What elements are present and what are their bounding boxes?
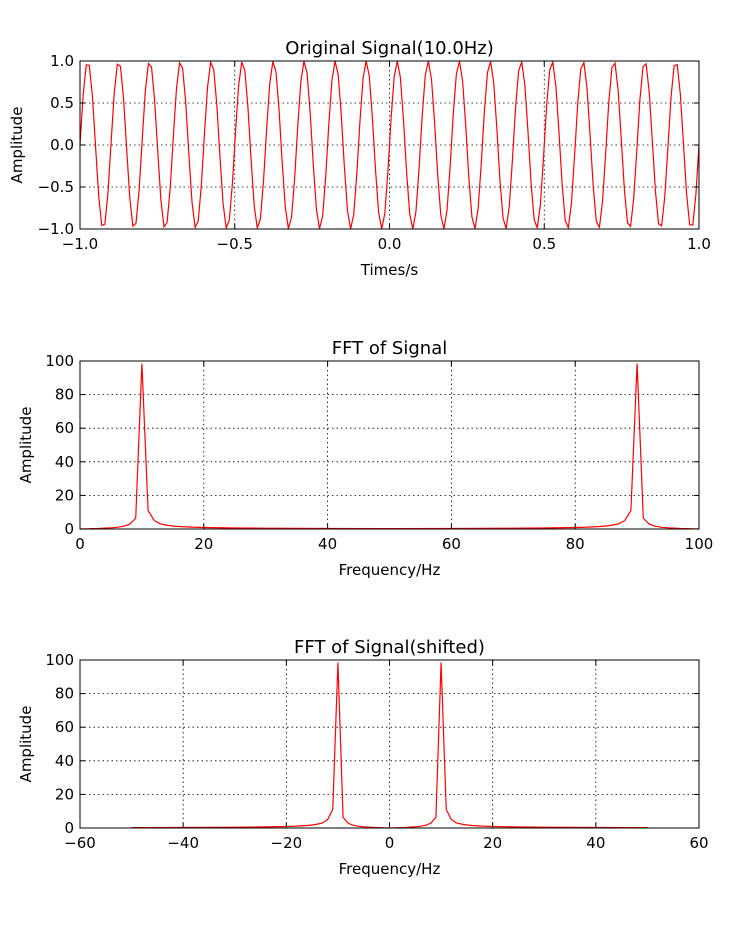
y-axis-label-original: Amplitude: [8, 107, 26, 184]
grid-original: [80, 61, 699, 229]
x-tick-label: 60: [442, 535, 461, 553]
ticks-fft-shifted: −60 −40 −20 0 20 40 60 0 20 40 60 80 100: [45, 651, 708, 852]
grid-fft: [80, 361, 699, 529]
y-tick-label: 20: [55, 785, 74, 803]
y-tick-label: 40: [55, 752, 74, 770]
chart-title-fft-shifted: FFT of Signal(shifted): [294, 637, 485, 658]
y-tick-label: 1.0: [50, 52, 74, 70]
y-axis-label-fft: Amplitude: [17, 407, 35, 484]
y-tick-label: 20: [55, 486, 74, 504]
x-tick-label: 1.0: [687, 235, 711, 253]
signal-line: [79, 59, 700, 231]
x-tick-label: 80: [566, 535, 585, 553]
y-tick-label: 80: [55, 386, 74, 404]
x-tick-label: 0: [385, 834, 395, 852]
x-tick-label: −40: [167, 834, 199, 852]
chart-title-original: Original Signal(10.0Hz): [285, 38, 494, 59]
chart-title-fft: FFT of Signal: [332, 338, 447, 359]
x-tick-label: 20: [194, 535, 213, 553]
x-axis-label-fft: Frequency/Hz: [339, 561, 441, 579]
ticks-original: −1.0 −0.5 0.0 0.5 1.0 −1.0 −0.5 0.0 0.5 1.0: [38, 52, 711, 253]
x-tick-label: −20: [271, 834, 303, 852]
x-tick-label: −1.0: [62, 235, 98, 253]
ticks-fft: 0 20 40 60 80 100 0 20 40 60 80 100: [45, 352, 713, 553]
x-tick-label: 0.0: [378, 235, 402, 253]
y-tick-label: −1.0: [38, 220, 74, 238]
y-tick-label: 0: [64, 819, 74, 837]
grid-fft-shifted: [80, 660, 699, 828]
y-tick-label: −0.5: [38, 178, 74, 196]
y-tick-label: 0: [64, 520, 74, 538]
y-tick-label: 100: [45, 651, 74, 669]
x-tick-label: 40: [586, 834, 605, 852]
y-axis-label-fft-shifted: Amplitude: [17, 706, 35, 783]
y-tick-label: 0.5: [50, 94, 74, 112]
x-tick-label: 20: [483, 834, 502, 852]
x-tick-label: 40: [318, 535, 337, 553]
x-tick-label: −0.5: [217, 235, 253, 253]
axes-frame-fft-shifted: [79, 659, 700, 829]
x-tick-label: −60: [64, 834, 96, 852]
y-tick-label: 100: [45, 352, 74, 370]
y-tick-label: 0.0: [50, 136, 74, 154]
x-tick-label: 100: [685, 535, 714, 553]
x-tick-label: 60: [689, 834, 708, 852]
subplot-fft: 0 20 40 60 80 100 0 20 40 60 80 100 FFT of Signal F…: [17, 338, 713, 579]
subplot-fft-shifted: −60 −40 −20 0 20 40 60 0 20 40 60 80 100 FFT of Sign…: [17, 637, 709, 878]
axes-frame-fft: [79, 360, 700, 530]
x-tick-label: 0.5: [532, 235, 556, 253]
y-tick-label: 60: [55, 419, 74, 437]
y-tick-label: 40: [55, 453, 74, 471]
x-axis-label-original: Times/s: [360, 261, 419, 279]
subplot-original-signal: −1.0 −0.5 0.0 0.5 1.0 −1.0 −0.5 0.0 0.5 1.0 Origi…: [8, 38, 711, 279]
x-tick-label: 0: [75, 535, 85, 553]
y-tick-label: 60: [55, 718, 74, 736]
x-axis-label-fft-shifted: Frequency/Hz: [339, 860, 441, 878]
fft-line: [79, 363, 700, 530]
y-tick-label: 80: [55, 685, 74, 703]
